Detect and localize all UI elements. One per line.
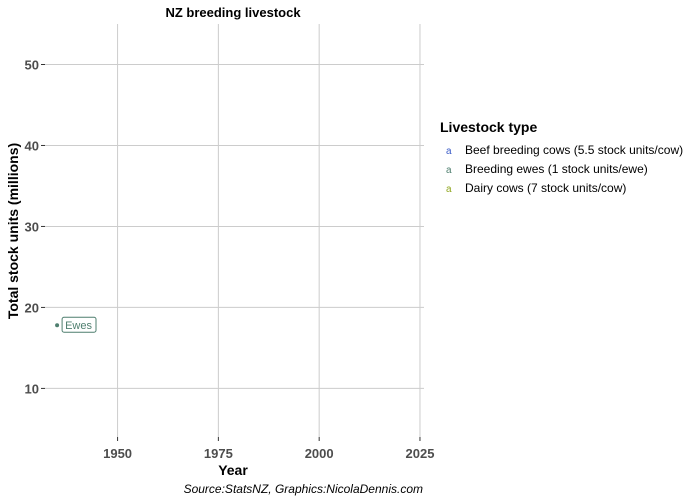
y-tick-label: 10 bbox=[25, 381, 39, 396]
y-tick-label: 50 bbox=[25, 57, 39, 72]
series-layer: Ewes bbox=[55, 316, 97, 333]
y-tick-label: 20 bbox=[25, 300, 39, 315]
x-tick-label: 2025 bbox=[406, 446, 435, 461]
legend-item: a Breeding ewes (1 stock units/ewe) bbox=[446, 162, 648, 176]
series-label: Ewes bbox=[61, 316, 97, 333]
legend-item: a Beef breeding cows (5.5 stock units/cow… bbox=[446, 143, 683, 157]
x-axis: 1950 1975 2000 2025 bbox=[103, 437, 434, 461]
y-axis-title: Total stock units (millions) bbox=[5, 143, 21, 319]
legend: Livestock type a Beef breeding cows (5.5 … bbox=[440, 119, 683, 195]
chart-title: NZ breeding livestock bbox=[165, 5, 301, 20]
legend-key: a bbox=[446, 146, 452, 157]
y-tick-label: 40 bbox=[25, 138, 39, 153]
y-tick-label: 30 bbox=[25, 219, 39, 234]
legend-title: Livestock type bbox=[440, 119, 537, 135]
data-point bbox=[55, 323, 60, 328]
y-axis: 10 20 30 40 50 bbox=[25, 57, 45, 396]
x-tick-label: 1950 bbox=[103, 446, 132, 461]
legend-item: a Dairy cows (7 stock units/cow) bbox=[446, 181, 626, 195]
legend-label: Dairy cows (7 stock units/cow) bbox=[465, 181, 626, 195]
plot-grid bbox=[45, 24, 424, 437]
x-tick-label: 1975 bbox=[204, 446, 233, 461]
series-label-box bbox=[61, 316, 97, 333]
legend-label: Breeding ewes (1 stock units/ewe) bbox=[465, 162, 648, 176]
legend-key: a bbox=[446, 165, 452, 176]
series-label-text: Ewes bbox=[65, 320, 92, 332]
x-axis-title: Year bbox=[218, 462, 248, 478]
x-tick-label: 2000 bbox=[305, 446, 334, 461]
legend-label: Beef breeding cows (5.5 stock units/cow) bbox=[465, 143, 683, 157]
legend-key: a bbox=[446, 184, 452, 195]
chart-caption: Source:StatsNZ, Graphics:NicolaDennis.co… bbox=[184, 482, 423, 496]
